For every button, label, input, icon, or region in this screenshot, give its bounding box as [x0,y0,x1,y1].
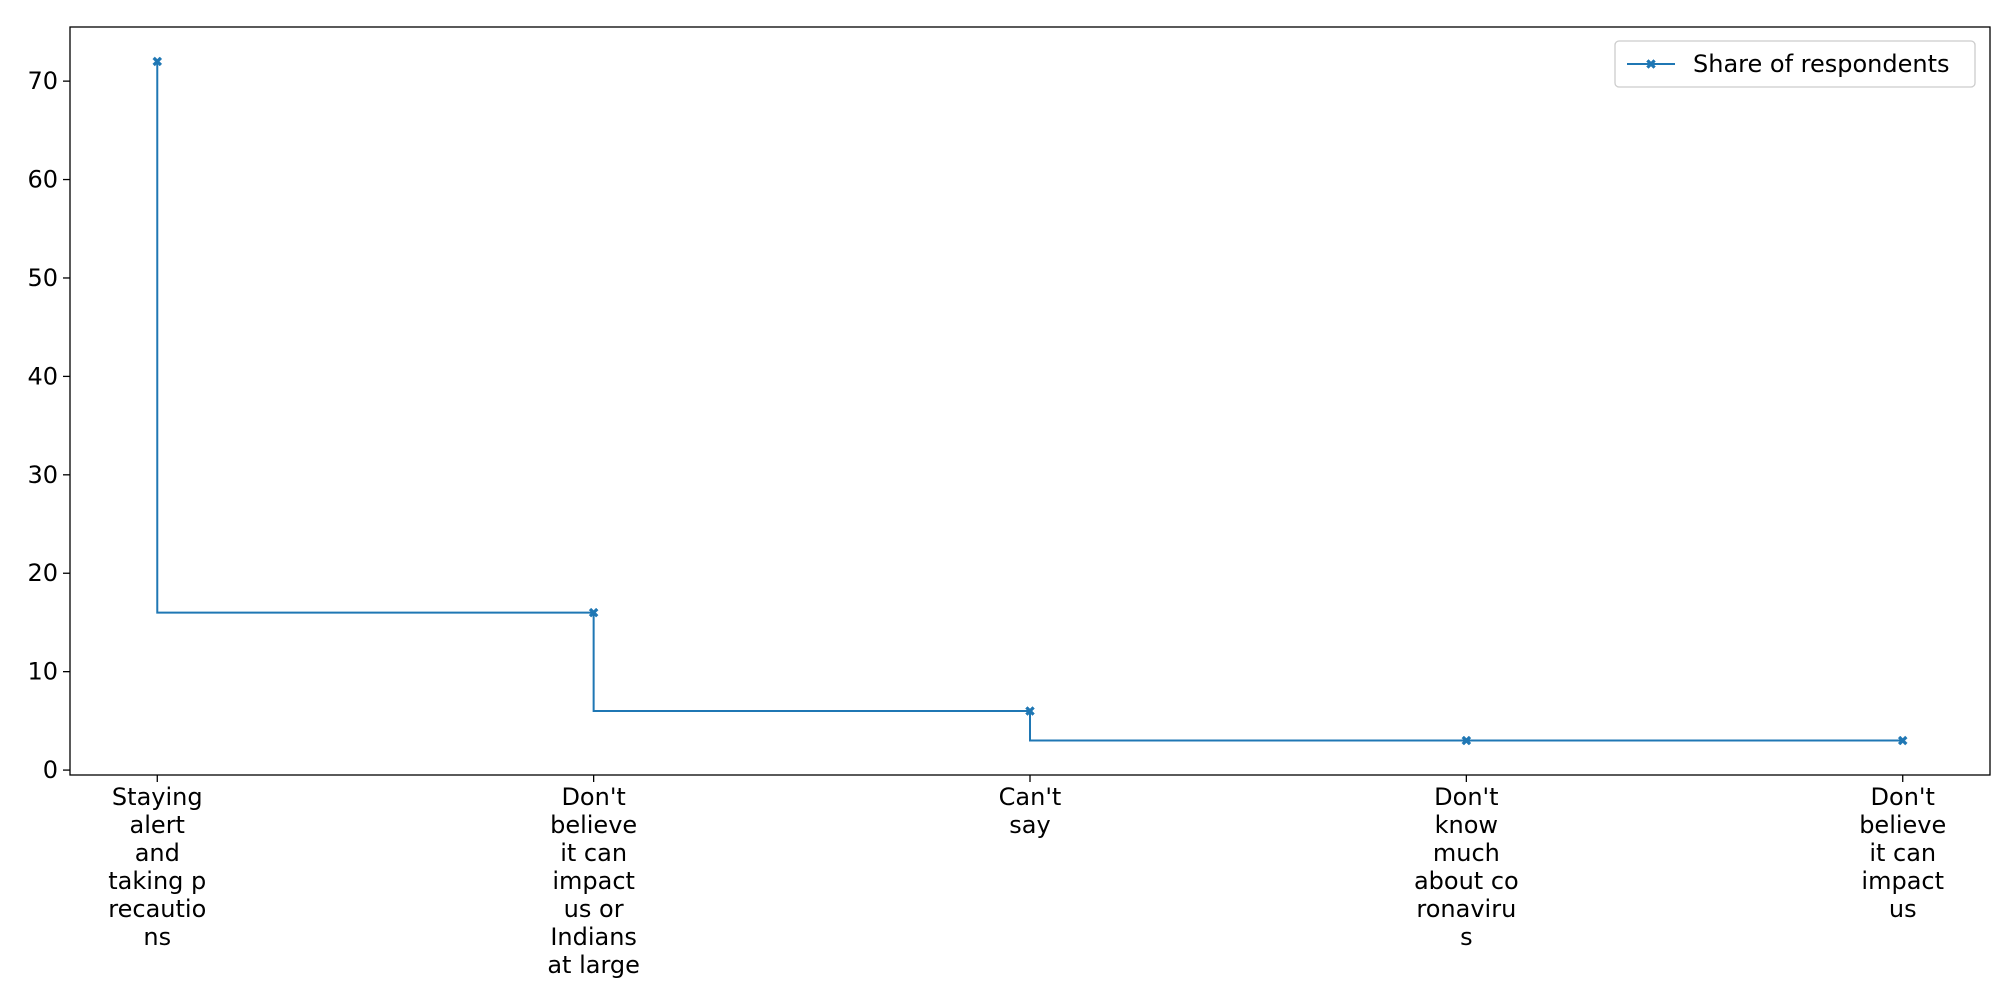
plot-frame [69,26,1991,776]
y-tick-label: 50 [27,264,58,292]
y-tick-label: 10 [27,658,58,686]
y-tick-label: 20 [27,559,58,587]
x-tick-label: Don't know much about co ronaviru s [1414,783,1519,951]
y-tick-label: 70 [27,67,58,95]
x-tick-label: Can't say [999,783,1062,839]
legend-label: Share of respondents [1693,50,1950,78]
y-tick-label: 60 [27,166,58,194]
x-tick-label: Don't believe it can impact us [1859,783,1946,923]
y-tick-label: 0 [43,756,58,784]
legend-marker [1646,59,1656,69]
data-point [1025,706,1035,716]
data-point [1461,735,1472,746]
legend-box [1614,40,1976,88]
data-point [152,56,163,67]
y-tick-label: 30 [27,461,58,489]
data-point [588,607,599,618]
x-tick-label: Don't believe it can impact us or Indians at l… [547,783,640,979]
data-point [1897,735,1908,746]
y-tick-label: 40 [27,362,58,390]
x-tick-label: Staying alert and taking p recautio ns [108,783,206,951]
series-line [156,61,1903,742]
